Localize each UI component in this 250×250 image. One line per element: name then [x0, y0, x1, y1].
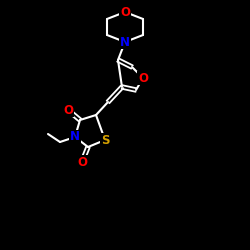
Text: N: N	[120, 36, 130, 49]
Text: S: S	[101, 134, 109, 146]
Text: N: N	[70, 130, 80, 143]
Text: O: O	[77, 156, 87, 168]
Text: O: O	[138, 72, 148, 85]
Text: O: O	[120, 6, 130, 18]
Text: O: O	[63, 104, 73, 117]
